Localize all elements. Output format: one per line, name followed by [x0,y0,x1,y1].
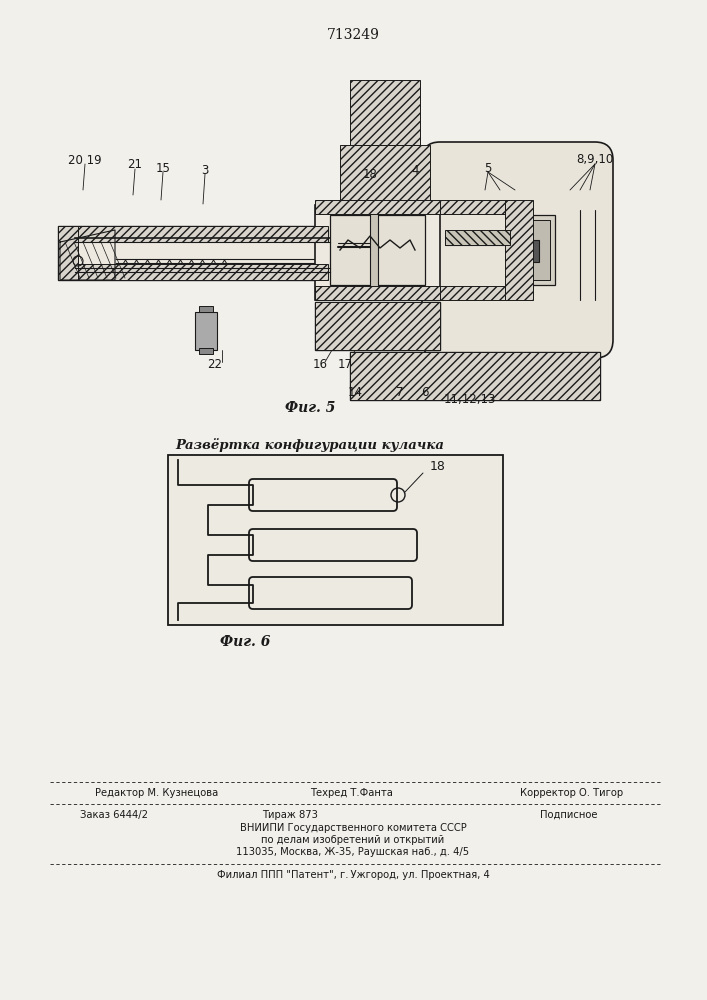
Text: 11,12,13: 11,12,13 [444,393,496,406]
Text: по делам изобретений и открытий: по делам изобретений и открытий [262,835,445,845]
Text: Подписное: Подписное [540,810,597,820]
Text: Филиал ППП "Патент", г. Ужгород, ул. Проектная, 4: Филиал ППП "Патент", г. Ужгород, ул. Про… [216,870,489,880]
Text: Заказ 6444/2: Заказ 6444/2 [80,810,148,820]
Bar [510,215,555,285]
Text: 18: 18 [430,460,446,474]
Text: Фиг. 5: Фиг. 5 [285,401,335,415]
Text: Развёртка конфигурации кулачка: Развёртка конфигурации кулачка [175,438,445,452]
Bar [350,352,600,400]
Text: Тираж 873: Тираж 873 [262,810,318,820]
Bar [58,226,328,242]
Bar [515,220,550,280]
Bar [340,145,430,200]
Bar [315,302,440,350]
Bar [58,226,78,280]
Bar [199,306,213,312]
Polygon shape [60,230,115,280]
Bar [315,286,440,300]
Text: 22: 22 [207,358,223,370]
Bar [350,80,420,145]
Bar [58,226,328,280]
Bar [199,348,213,354]
Text: Фиг. 6: Фиг. 6 [220,635,270,649]
Text: Корректор О. Тигор: Корректор О. Тигор [520,788,623,798]
Text: Техред Т.Фанта: Техред Т.Фанта [310,788,393,798]
Bar [330,215,425,285]
Bar [315,205,440,300]
Text: 14: 14 [348,385,363,398]
Text: 5: 5 [484,161,491,174]
Bar [168,455,503,625]
Text: 6: 6 [421,385,428,398]
Text: 20 19: 20 19 [68,153,102,166]
FancyBboxPatch shape [249,577,412,609]
Text: Редактор М. Кузнецова: Редактор М. Кузнецова [95,788,218,798]
Bar [505,200,533,300]
Bar [445,230,510,245]
Bar [440,286,505,300]
Text: 15: 15 [156,161,170,174]
Text: 18: 18 [363,168,378,182]
Text: 113035, Москва, Ж-35, Раушская наб., д. 4/5: 113035, Москва, Ж-35, Раушская наб., д. … [236,847,469,857]
Text: 21: 21 [127,158,143,172]
Text: 4: 4 [411,163,419,176]
FancyBboxPatch shape [249,529,417,561]
Bar [370,210,378,290]
Text: 8,9,10: 8,9,10 [576,153,614,166]
Bar [58,264,328,280]
Text: 7: 7 [396,385,404,398]
Bar [350,352,600,400]
Text: 3: 3 [201,163,209,176]
Bar [315,302,440,350]
Bar [315,200,440,214]
Bar [525,240,539,262]
Bar [440,200,505,214]
FancyBboxPatch shape [422,142,613,358]
Text: 16: 16 [312,359,327,371]
Text: 17: 17 [337,359,353,371]
FancyBboxPatch shape [249,479,397,511]
Bar [195,312,217,350]
Text: ВНИИПИ Государственного комитета СССР: ВНИИПИ Государственного комитета СССР [240,823,467,833]
Text: 713249: 713249 [327,28,380,42]
